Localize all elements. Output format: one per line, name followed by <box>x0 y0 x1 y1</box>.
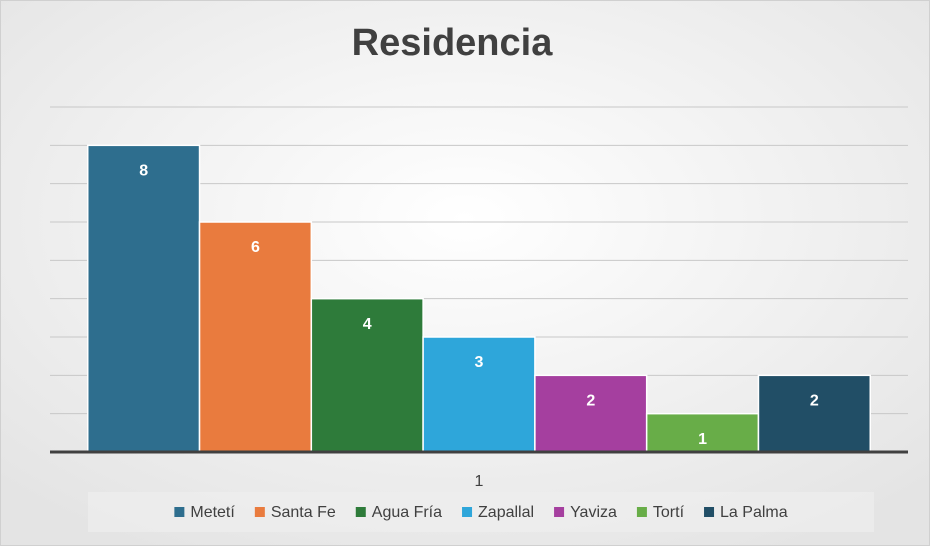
bar <box>534 374 648 453</box>
legend-box <box>88 492 874 532</box>
bar <box>87 144 201 453</box>
legend-swatch <box>355 507 366 517</box>
legend-label: La Palma <box>720 504 788 521</box>
legend-swatch <box>174 507 185 517</box>
legend-swatch <box>636 507 647 517</box>
x-tick-label: 1 <box>475 473 484 490</box>
legend-label: Yaviza <box>570 504 617 521</box>
bar <box>310 297 424 453</box>
bar <box>198 221 313 453</box>
data-label: 4 <box>363 316 372 333</box>
legend-label: Tortí <box>653 504 685 521</box>
chart-title: Residencia <box>352 22 554 64</box>
legend-swatch <box>554 507 565 517</box>
legend-swatch <box>704 507 715 517</box>
data-label: 6 <box>251 239 260 256</box>
legend-swatch <box>254 507 265 517</box>
legend-label: Agua Fría <box>372 504 442 521</box>
legend-swatch <box>462 507 473 517</box>
data-label: 1 <box>698 431 707 448</box>
legend-label: Zapallal <box>478 504 534 521</box>
data-label: 8 <box>139 163 148 180</box>
legend-label: Santa Fe <box>271 504 336 521</box>
data-label: 2 <box>810 393 819 410</box>
legend-label: Metetí <box>190 504 235 521</box>
data-label: 2 <box>586 393 595 410</box>
bar <box>422 336 536 453</box>
data-label: 3 <box>475 354 484 371</box>
bar <box>757 374 871 453</box>
